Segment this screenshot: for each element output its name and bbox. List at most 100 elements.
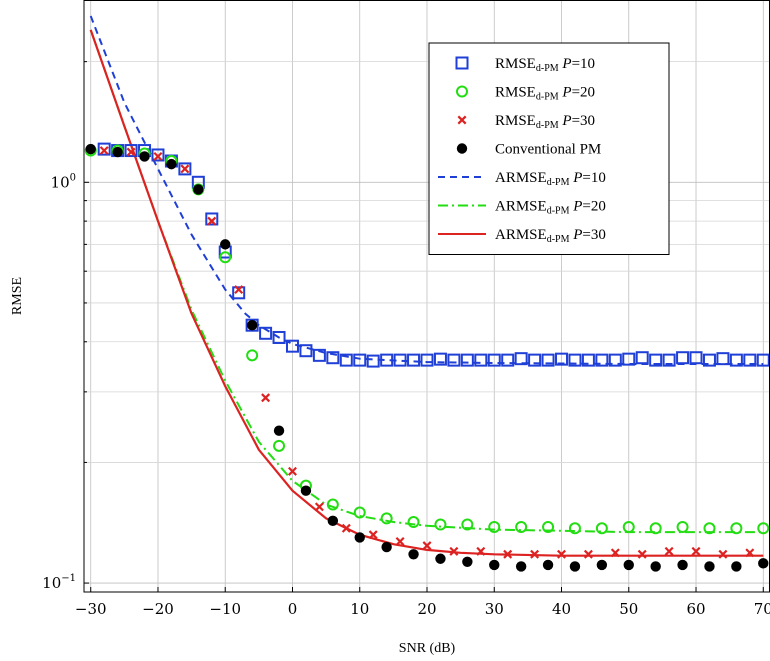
circle-marker [456, 85, 468, 98]
square-marker [729, 353, 743, 367]
series-rmse-d-pm-p-20 [84, 144, 770, 535]
dot-marker [569, 561, 581, 572]
square-marker [259, 326, 273, 340]
circle-marker [434, 518, 447, 531]
circle-marker [730, 522, 743, 535]
dot-marker [246, 319, 258, 331]
cross-marker [261, 393, 271, 403]
square-marker [205, 212, 219, 226]
series-rmse-d-pm-p-30 [99, 146, 755, 559]
legend-item-rmse-d-pm-p-20: RMSEd-PM P=20 [456, 85, 595, 103]
square-marker [595, 353, 609, 367]
dot-marker [220, 239, 231, 250]
cross-marker [422, 541, 432, 551]
circle-marker [326, 498, 339, 511]
x-tick-label: −20 [142, 600, 174, 618]
dot-marker [139, 151, 150, 162]
cross-marker [126, 147, 136, 157]
cross-marker [583, 549, 593, 559]
legend-label: RMSEd-PM P=10 [495, 56, 595, 74]
x-tick-label: 20 [417, 600, 436, 618]
circle-marker [703, 522, 716, 535]
series-conventional-pm [85, 143, 769, 572]
dot-marker [758, 558, 769, 569]
cross-marker [180, 164, 190, 174]
cross-marker [530, 549, 540, 559]
square-marker [662, 353, 676, 367]
dot-marker [542, 559, 554, 571]
dot-marker [273, 425, 285, 436]
square-marker [622, 352, 636, 366]
legend-label: Conventional PM [495, 142, 601, 158]
cross-marker [314, 502, 324, 512]
dot-marker [408, 549, 419, 560]
cross-marker [718, 549, 728, 559]
square-marker [716, 352, 730, 366]
x-tick-label: 0 [288, 600, 298, 618]
circle-marker [273, 439, 286, 452]
square-marker [339, 353, 353, 367]
circle-marker [461, 518, 474, 531]
x-tick-label: 60 [686, 600, 705, 618]
square-marker [393, 353, 407, 367]
square-marker [97, 142, 111, 156]
square-marker [649, 353, 663, 367]
cross-marker [207, 216, 217, 226]
square-marker [689, 351, 703, 365]
circle-marker [488, 521, 501, 534]
square-marker [380, 353, 394, 367]
dot-marker [596, 559, 608, 571]
legend: RMSEd-PM P=10 RMSEd-PM P=20 RMSEd-PM P=30 C… [428, 42, 670, 255]
square-marker [299, 344, 313, 358]
square-marker [326, 351, 340, 365]
square-marker [433, 352, 447, 366]
dot-marker [381, 541, 392, 553]
square-marker [245, 318, 259, 332]
cross-marker [557, 549, 566, 559]
x-tick-label: 10 [350, 600, 369, 618]
legend-item-armse-d-pm-p-10: ARMSEd-PM P=10 [438, 170, 606, 188]
square-marker [756, 353, 770, 367]
legend-label: ARMSEd-PM P=30 [495, 227, 606, 245]
circle-marker [542, 521, 555, 534]
dot-marker [193, 184, 204, 195]
circle-marker [757, 522, 770, 535]
legend-label: ARMSEd-PM P=10 [495, 170, 606, 188]
dot-marker [677, 559, 688, 571]
cross-marker [457, 115, 467, 125]
legend-label: RMSEd-PM P=30 [495, 113, 595, 131]
square-marker [285, 339, 299, 353]
cross-marker [395, 536, 405, 546]
series-line [89, 15, 764, 365]
square-marker [312, 348, 326, 362]
axis-ticks: −30 −20 −10 0 10 20 30 40 50 60 70 100 10−1 [42, 61, 770, 618]
x-tick-label: −10 [209, 600, 241, 618]
square-marker [353, 353, 367, 367]
cross-marker [341, 523, 351, 533]
x-tick-label: 70 [754, 600, 770, 618]
circle-marker [595, 522, 608, 535]
series-armse-d-pm-p-10 [89, 15, 764, 365]
legend-label: RMSEd-PM P=20 [495, 85, 595, 103]
square-marker [608, 353, 622, 367]
dot-marker [462, 556, 473, 567]
dot-marker [515, 561, 527, 572]
y-tick-label: 10−1 [42, 573, 76, 592]
cross-marker [691, 546, 701, 556]
dot-marker [731, 561, 742, 572]
dot-marker [456, 143, 468, 154]
legend-label: ARMSEd-PM P=20 [495, 199, 606, 217]
cross-marker [610, 548, 620, 558]
circle-marker [219, 251, 232, 264]
dot-marker [85, 143, 96, 155]
dot-marker [489, 559, 500, 571]
square-marker [474, 353, 488, 367]
square-marker [455, 56, 469, 70]
circle-marker [515, 521, 528, 534]
dot-marker [112, 146, 123, 158]
square-marker [541, 353, 555, 367]
square-marker [676, 351, 690, 365]
cross-marker [637, 549, 647, 559]
cross-marker [745, 548, 755, 558]
